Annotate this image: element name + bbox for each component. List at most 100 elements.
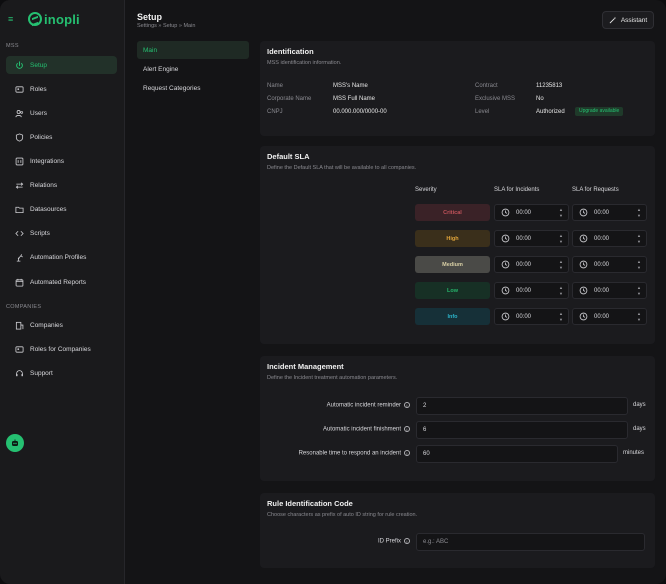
sidebar-item-automated-reports[interactable]: Automated Reports	[6, 273, 117, 291]
severity-badge: Critical	[415, 204, 490, 221]
info-icon: i	[404, 450, 410, 456]
subnav-item-request-categories[interactable]: Request Categories	[143, 84, 201, 92]
sla-incidents-input[interactable]: 00:00 ▲ ▼	[494, 308, 569, 325]
time-value: 00:00	[516, 313, 532, 320]
exclusive-mss-value: No	[536, 96, 544, 102]
clock-icon	[579, 234, 588, 243]
assistant-label: Assistant	[620, 16, 648, 24]
card-title: Rule Identification Code	[267, 499, 353, 508]
sidebar-item-companies[interactable]: Companies	[6, 316, 117, 334]
sidebar-item-setup[interactable]: Setup	[6, 56, 117, 74]
sidebar-item-label: Automation Profiles	[30, 253, 87, 261]
severity-badge: Low	[415, 282, 490, 299]
sidebar-item-label: Support	[30, 369, 53, 377]
sidebar-item-label: Policies	[30, 133, 53, 141]
sla-col-severity: Severity	[415, 187, 437, 193]
card-title: Incident Management	[267, 362, 344, 371]
level-label: Level	[475, 109, 490, 115]
upgrade-badge[interactable]: Upgrade available	[575, 107, 624, 116]
stepper-icon[interactable]: ▲ ▼	[559, 207, 563, 218]
sla-requests-input[interactable]: 00:00 ▲ ▼	[572, 256, 647, 273]
sla-incidents-input[interactable]: 00:00 ▲ ▼	[494, 282, 569, 299]
identification-card: Identification MSS identification inform…	[260, 41, 655, 136]
sidebar-item-label: Roles	[30, 85, 47, 93]
stepper-icon[interactable]: ▲ ▼	[637, 285, 641, 296]
id-prefix-input[interactable]: e.g.: ABC	[416, 533, 645, 551]
time-value: 00:00	[516, 235, 532, 242]
sidebar-item-relations[interactable]: Relations	[6, 176, 117, 194]
card-description: Choose characters as prefix of auto ID s…	[267, 512, 418, 518]
sla-requests-input[interactable]: 00:00 ▲ ▼	[572, 282, 647, 299]
subnav-item-alert-engine[interactable]: Alert Engine	[143, 65, 179, 73]
time-value: 00:00	[594, 313, 610, 320]
subnav-item-main[interactable]: Main	[137, 41, 249, 59]
stepper-icon[interactable]: ▲ ▼	[637, 259, 641, 270]
sidebar-item-roles-for-companies[interactable]: Roles for Companies	[6, 340, 117, 358]
stepper-icon[interactable]: ▲ ▼	[637, 311, 641, 322]
sidebar-item-roles[interactable]: Roles	[6, 80, 117, 98]
sidebar-item-policies[interactable]: Policies	[6, 128, 117, 146]
breadcrumb: Settings » Setup » Main	[137, 23, 196, 29]
time-value: 00:00	[594, 235, 610, 242]
respond-time-unit: minutes	[623, 450, 645, 456]
cnpj-label: CNPJ	[267, 109, 283, 115]
sidebar-item-automation-profiles[interactable]: Automation Profiles	[6, 248, 117, 266]
stepper-icon[interactable]: ▲ ▼	[559, 285, 563, 296]
finishment-input[interactable]: 6	[416, 421, 628, 439]
id-prefix-label: ID Prefix i	[378, 538, 410, 545]
reminder-unit: days	[633, 402, 646, 408]
sidebar-item-integrations[interactable]: Integrations	[6, 152, 117, 170]
robot-arm-icon	[14, 252, 24, 262]
severity-badge: Medium	[415, 256, 490, 273]
card-description: Define the Default SLA that will be avai…	[267, 165, 417, 171]
sla-col-incidents: SLA for Incidents	[494, 187, 540, 193]
clock-icon	[579, 260, 588, 269]
sla-requests-input[interactable]: 00:00 ▲ ▼	[572, 308, 647, 325]
name-label: Name	[267, 83, 284, 89]
contract-value: 11235813	[536, 83, 563, 89]
corporate-name-label: Corporate Name	[267, 96, 312, 102]
sidebar-item-label: Users	[30, 109, 47, 117]
magic-wand-icon	[609, 16, 617, 24]
clock-icon	[501, 260, 510, 269]
respond-time-input[interactable]: 60	[416, 445, 618, 463]
card-description: MSS identification information.	[267, 60, 342, 66]
clock-icon	[579, 286, 588, 295]
sla-requests-input[interactable]: 00:00 ▲ ▼	[572, 230, 647, 247]
sidebar-item-label: Roles for Companies	[30, 345, 91, 353]
sidebar-item-datasources[interactable]: Datasources	[6, 200, 117, 218]
logo-row: ≡ inopli	[8, 11, 80, 27]
sidebar-item-label: Scripts	[30, 229, 50, 237]
sla-col-requests: SLA for Requests	[572, 187, 619, 193]
time-value: 00:00	[516, 261, 532, 268]
stepper-icon[interactable]: ▲ ▼	[559, 233, 563, 244]
time-value: 00:00	[516, 209, 532, 216]
sidebar-item-label: Automated Reports	[30, 278, 87, 286]
sidebar-item-users[interactable]: Users	[6, 104, 117, 122]
reminder-input[interactable]: 2	[416, 397, 628, 415]
stepper-icon[interactable]: ▲ ▼	[559, 311, 563, 322]
sla-requests-input[interactable]: 00:00 ▲ ▼	[572, 204, 647, 221]
assistant-button[interactable]: Assistant	[602, 11, 654, 29]
severity-badge: Info	[415, 308, 490, 325]
chatbot-icon[interactable]	[6, 434, 24, 452]
page-header: Setup Settings » Setup » Main Assistant	[126, 0, 666, 38]
power-icon	[14, 60, 24, 70]
sla-incidents-input[interactable]: 00:00 ▲ ▼	[494, 204, 569, 221]
sidebar-item-support[interactable]: Support	[6, 364, 117, 382]
page-title: Setup	[137, 12, 163, 22]
sla-incidents-input[interactable]: 00:00 ▲ ▼	[494, 230, 569, 247]
logo-icon	[28, 12, 42, 26]
stepper-icon[interactable]: ▲ ▼	[637, 207, 641, 218]
finishment-label: Automatic incident finishment i	[323, 426, 410, 433]
time-value: 00:00	[594, 287, 610, 294]
info-icon: i	[404, 538, 410, 544]
rule-identification-card: Rule Identification Code Choose characte…	[260, 493, 655, 568]
time-value: 00:00	[594, 209, 610, 216]
sidebar-item-scripts[interactable]: Scripts	[6, 224, 117, 242]
logo-text: inopli	[44, 11, 80, 27]
stepper-icon[interactable]: ▲ ▼	[637, 233, 641, 244]
hamburger-menu-icon[interactable]: ≡	[8, 14, 14, 24]
sla-incidents-input[interactable]: 00:00 ▲ ▼	[494, 256, 569, 273]
stepper-icon[interactable]: ▲ ▼	[559, 259, 563, 270]
